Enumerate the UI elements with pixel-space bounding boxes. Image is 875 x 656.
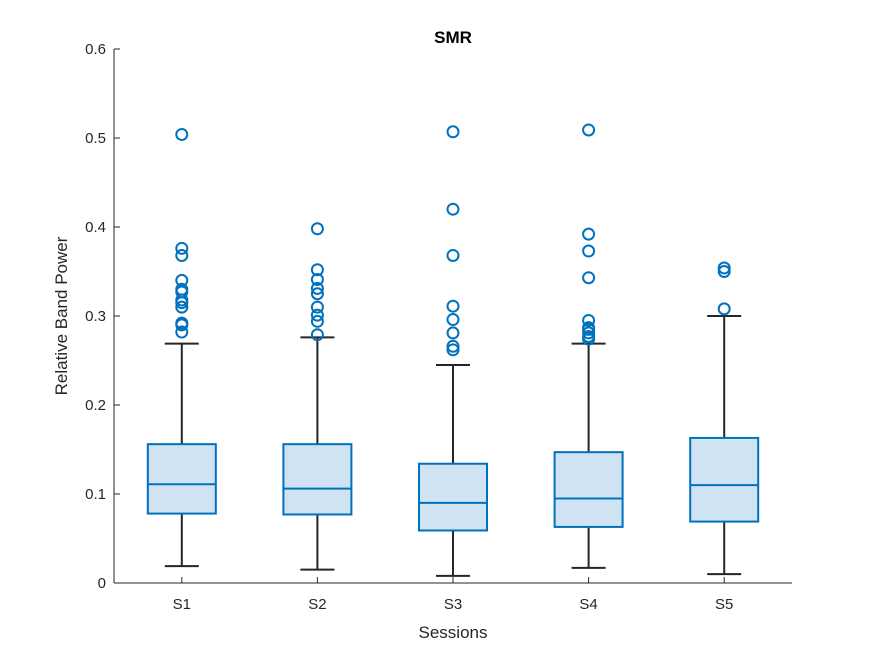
- outlier-point: [310, 314, 324, 328]
- outlier-point: [175, 325, 189, 339]
- outlier-point: [446, 313, 460, 327]
- box-S2: [282, 222, 353, 571]
- y-axis-title: Relative Band Power: [52, 236, 71, 395]
- outlier-point: [446, 326, 460, 340]
- outlier-point: [582, 329, 596, 343]
- outlier-point: [582, 123, 596, 137]
- plot-area: [146, 123, 760, 577]
- outlier-point: [310, 308, 324, 322]
- box-S4: [553, 123, 624, 569]
- outlier-point: [310, 281, 324, 295]
- y-tick-label: 0.4: [85, 219, 106, 236]
- x-tick-label: S4: [579, 596, 597, 613]
- outlier-point: [310, 222, 324, 236]
- y-tick-label: 0.2: [85, 397, 106, 414]
- outlier-point: [175, 241, 189, 255]
- outlier-point: [717, 265, 731, 278]
- box-S1: [146, 127, 217, 568]
- outlier-point: [175, 316, 189, 330]
- outlier-point: [175, 127, 189, 141]
- box-S5: [689, 261, 760, 576]
- outlier-point: [582, 244, 596, 258]
- outlier-point: [446, 125, 460, 139]
- iqr-box: [146, 443, 217, 515]
- y-axis: 0 0.1 0.2 0.3 0.4 0.5 0.6: [85, 41, 120, 592]
- outlier-point: [717, 261, 731, 275]
- outlier-point: [582, 326, 596, 340]
- x-tick-label: S5: [715, 596, 733, 613]
- outlier-point: [446, 343, 460, 357]
- outlier-point: [446, 339, 460, 353]
- outlier-point: [175, 273, 189, 287]
- outlier-point: [310, 273, 324, 287]
- outlier-point: [310, 328, 324, 342]
- x-tick-label: S3: [444, 596, 462, 613]
- iqr-box: [689, 436, 760, 523]
- iqr-box: [282, 443, 353, 516]
- box-S3: [418, 125, 488, 577]
- x-axis: S1 S2 S3 S4 S5: [114, 577, 792, 613]
- x-tick-label: S2: [308, 596, 326, 613]
- iqr-box: [553, 451, 624, 528]
- x-tick-label: S1: [173, 596, 191, 613]
- outlier-point: [446, 202, 460, 216]
- outlier-point: [446, 299, 460, 313]
- outlier-point: [310, 287, 324, 301]
- y-tick-label: 0.1: [85, 486, 106, 503]
- outlier-point: [175, 282, 189, 296]
- outlier-point: [310, 263, 324, 277]
- x-axis-title: Sessions: [419, 623, 488, 642]
- outlier-point: [582, 227, 596, 241]
- y-tick-label: 0.5: [85, 130, 106, 147]
- outlier-point: [175, 300, 189, 314]
- outlier-point: [310, 300, 324, 314]
- y-tick-label: 0.3: [85, 308, 106, 325]
- outlier-point: [582, 271, 596, 285]
- iqr-box: [418, 462, 488, 532]
- outlier-point: [717, 302, 731, 316]
- outlier-point: [582, 321, 596, 335]
- y-tick-label: 0: [98, 575, 106, 592]
- outlier-point: [582, 313, 596, 327]
- outlier-point: [175, 248, 189, 262]
- y-tick-label: 0.6: [85, 41, 106, 58]
- outlier-point: [446, 248, 460, 262]
- chart-title: SMR: [434, 28, 472, 47]
